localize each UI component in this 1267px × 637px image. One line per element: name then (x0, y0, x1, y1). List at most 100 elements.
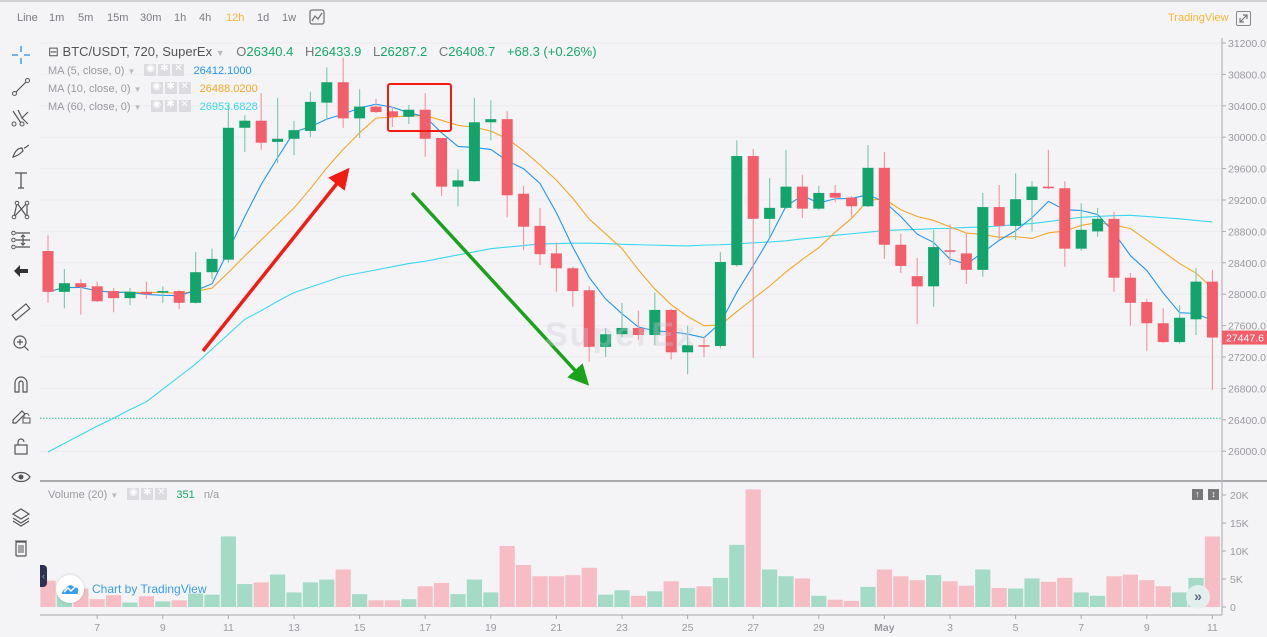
candle[interactable] (911, 258, 923, 325)
candle[interactable] (764, 178, 776, 238)
volume-bar[interactable] (417, 586, 433, 607)
candle[interactable] (255, 93, 267, 150)
timeframe-12h[interactable]: 12h (226, 12, 245, 24)
volume-bar[interactable] (450, 594, 466, 607)
volume-bar[interactable] (827, 599, 843, 607)
candle[interactable] (977, 192, 989, 277)
tradingview-logo[interactable] (56, 575, 84, 603)
volume-bar[interactable] (1073, 592, 1089, 607)
candle[interactable] (1124, 273, 1136, 326)
volume-bar[interactable] (1155, 586, 1171, 607)
candle[interactable] (321, 67, 333, 120)
trash-icon[interactable] (10, 537, 32, 559)
timeframe-1h[interactable]: 1h (174, 12, 187, 24)
candle[interactable] (239, 115, 251, 153)
volume-bar[interactable] (745, 489, 761, 607)
volume-bar[interactable] (286, 592, 302, 607)
volume-bar[interactable] (352, 594, 368, 607)
volume-bar[interactable] (302, 582, 318, 607)
candle[interactable] (419, 93, 431, 157)
pane-resize-icon[interactable]: ↕ (1208, 489, 1219, 500)
candle[interactable] (173, 290, 185, 310)
volume-bar[interactable] (171, 600, 187, 607)
candle[interactable] (665, 309, 677, 360)
volume-bar[interactable] (1057, 577, 1073, 607)
candle[interactable] (993, 185, 1005, 241)
candle[interactable] (1010, 173, 1022, 241)
visibility-icon[interactable]: ◉ (144, 63, 157, 76)
volume-bar[interactable] (384, 600, 400, 607)
volume-bar[interactable] (893, 576, 909, 607)
volume-bar[interactable] (204, 594, 220, 607)
volume-bar[interactable] (926, 575, 942, 607)
zoom-in-icon[interactable] (10, 332, 32, 354)
eye-icon[interactable] (10, 466, 32, 488)
candle[interactable] (1092, 207, 1104, 237)
candle[interactable] (386, 106, 398, 127)
candle[interactable] (944, 224, 956, 266)
volume-bar[interactable] (712, 577, 728, 607)
volume-bar[interactable] (794, 578, 810, 607)
candle[interactable] (616, 302, 628, 338)
scroll-to-latest-button[interactable]: » (1186, 585, 1210, 609)
chevron-down-icon[interactable]: ▼ (133, 85, 142, 94)
volume-bar[interactable] (516, 565, 532, 607)
volume-bar[interactable] (89, 599, 105, 607)
lock-drawings-icon[interactable] (10, 403, 32, 425)
candle[interactable] (846, 196, 858, 218)
candle[interactable] (682, 325, 694, 375)
timeframe-4h[interactable]: 4h (199, 12, 212, 24)
volume-bar[interactable] (614, 590, 630, 607)
volume-bar[interactable] (40, 580, 56, 607)
candle[interactable] (649, 292, 661, 346)
collapse-toolbar-handle[interactable]: ‹ (40, 565, 47, 587)
ma-label[interactable]: MA (60, close, 0) (48, 101, 131, 113)
volume-bar[interactable] (565, 575, 581, 607)
candle[interactable] (731, 140, 743, 267)
close-icon[interactable]: ✕ (178, 81, 191, 94)
candle[interactable] (747, 148, 759, 358)
volume-bar[interactable] (1204, 536, 1220, 607)
ma-label[interactable]: MA (5, close, 0) (48, 65, 125, 77)
candle[interactable] (288, 120, 300, 156)
volume-bar[interactable] (1008, 588, 1024, 607)
volume-bar[interactable] (762, 569, 778, 607)
candle[interactable] (140, 281, 152, 299)
timeframe-5m[interactable]: 5m (78, 12, 94, 24)
symbol-label[interactable]: BTC/USDT, 720, SuperEx (62, 44, 213, 59)
pitchfork-icon[interactable] (10, 107, 32, 129)
timeframe-30m[interactable]: 30m (140, 12, 162, 24)
candle[interactable] (632, 310, 644, 340)
pane-up-icon[interactable]: ↑ (1192, 489, 1203, 500)
volume-bar[interactable] (729, 544, 745, 607)
uptrend-arrow[interactable] (201, 167, 350, 353)
volume-bar[interactable] (942, 581, 958, 607)
pattern-icon[interactable] (10, 199, 32, 221)
volume-bar[interactable] (335, 569, 351, 607)
candle[interactable] (550, 242, 562, 292)
candle[interactable] (42, 235, 54, 303)
volume-bar[interactable] (991, 587, 1007, 607)
candle[interactable] (468, 97, 480, 182)
volume-bar[interactable] (663, 581, 679, 607)
candle[interactable] (1206, 269, 1218, 390)
candle[interactable] (272, 97, 284, 164)
volume-bar[interactable] (253, 582, 269, 607)
volume-bar[interactable] (581, 567, 597, 607)
trend-line-icon[interactable] (10, 76, 32, 98)
close-icon[interactable]: ✕ (155, 487, 168, 500)
volume-bar[interactable] (188, 593, 204, 607)
volume-bar[interactable] (106, 595, 122, 607)
unlock-icon[interactable] (10, 435, 32, 457)
crosshair-icon[interactable] (10, 44, 32, 66)
candle[interactable] (862, 145, 874, 208)
volume-bar[interactable] (532, 576, 548, 607)
volume-bar[interactable] (270, 574, 286, 607)
volume-bar[interactable] (598, 594, 614, 607)
candle[interactable] (813, 185, 825, 211)
highlight-box[interactable] (387, 83, 452, 132)
volume-bar[interactable] (1024, 578, 1040, 607)
candle[interactable] (796, 174, 808, 219)
volume-bar[interactable] (778, 576, 794, 607)
